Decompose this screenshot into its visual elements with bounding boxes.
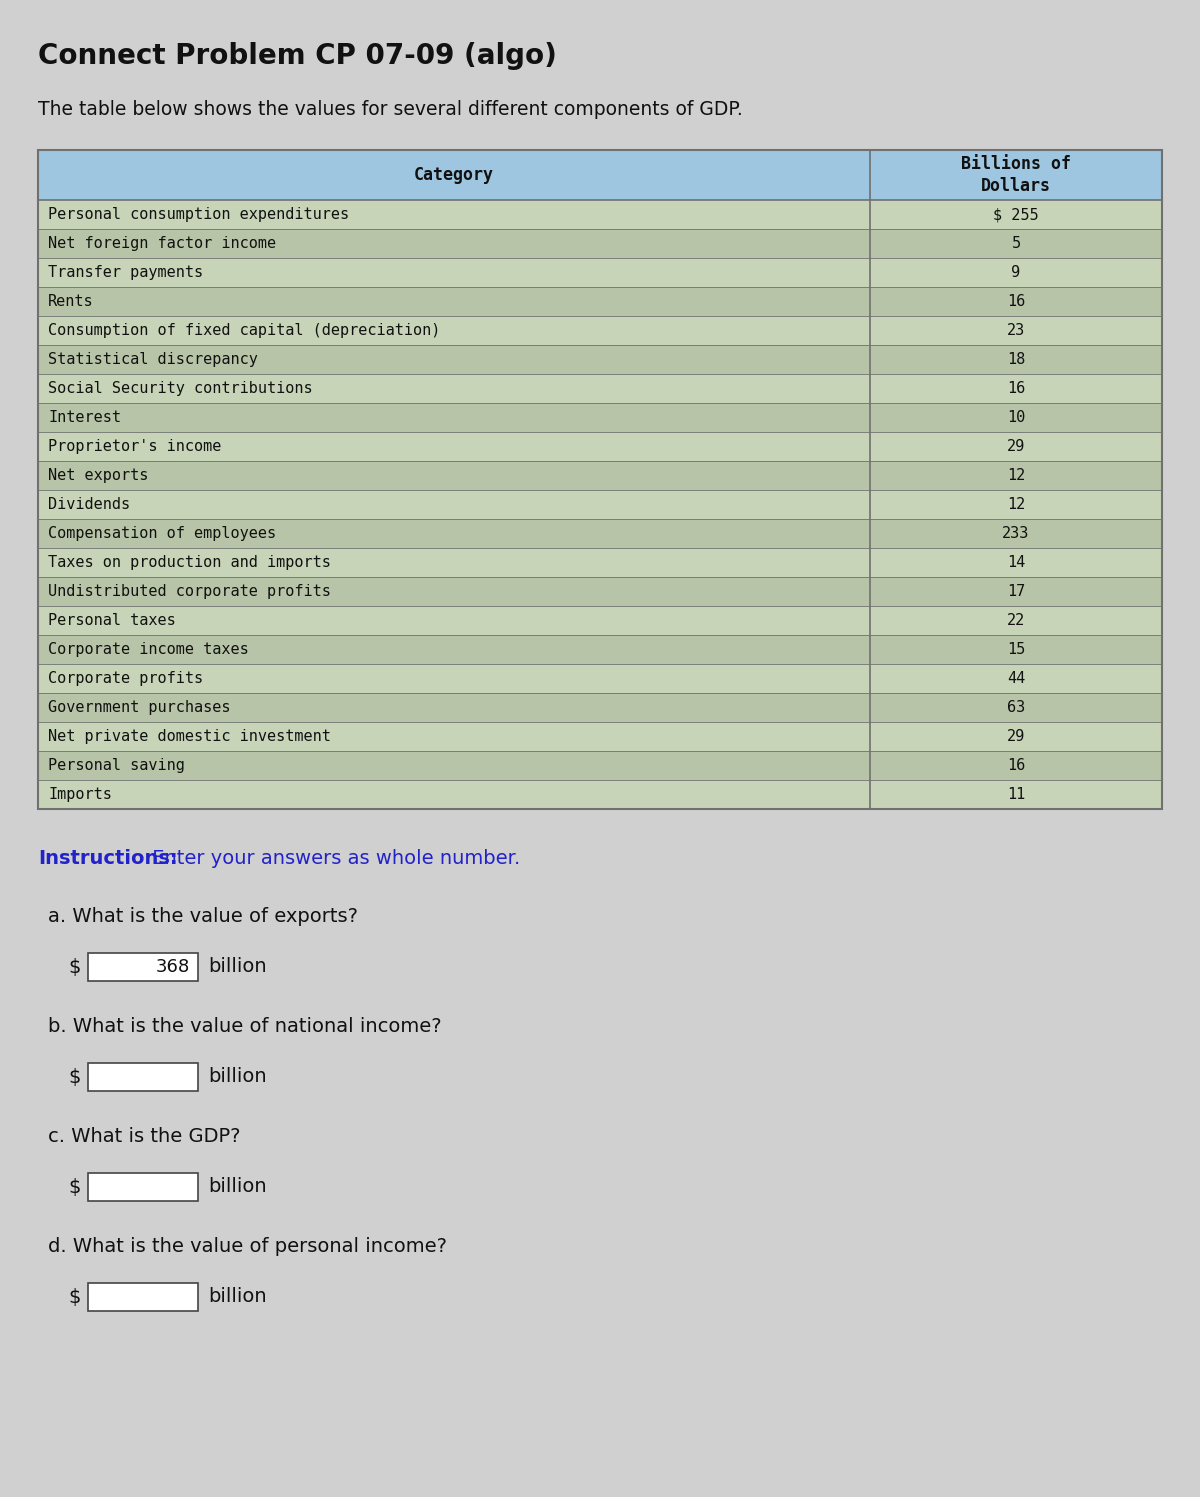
Text: Interest: Interest: [48, 410, 121, 425]
Text: Net exports: Net exports: [48, 469, 149, 484]
Text: 12: 12: [1007, 469, 1025, 484]
Text: 44: 44: [1007, 671, 1025, 686]
Text: billion: billion: [208, 1067, 266, 1087]
Text: Net foreign factor income: Net foreign factor income: [48, 237, 276, 251]
Text: Connect Problem CP 07-09 (algo): Connect Problem CP 07-09 (algo): [38, 42, 557, 70]
Text: Corporate profits: Corporate profits: [48, 671, 203, 686]
Bar: [38, 150, 1162, 808]
Text: 11: 11: [1007, 787, 1025, 802]
Text: a. What is the value of exports?: a. What is the value of exports?: [48, 907, 358, 927]
Text: Personal taxes: Personal taxes: [48, 612, 175, 629]
Text: 5: 5: [1012, 237, 1020, 251]
Text: Category: Category: [414, 166, 494, 184]
Text: 23: 23: [1007, 323, 1025, 338]
Text: Imports: Imports: [48, 787, 112, 802]
Text: Statistical discrepancy: Statistical discrepancy: [48, 352, 258, 367]
Bar: [38, 693, 1162, 722]
Text: The table below shows the values for several different components of GDP.: The table below shows the values for sev…: [38, 100, 743, 118]
Text: $: $: [68, 1178, 80, 1196]
Text: $ 255: $ 255: [994, 207, 1039, 222]
Text: 17: 17: [1007, 584, 1025, 599]
Bar: [38, 433, 1162, 461]
Text: Billions of
Dollars: Billions of Dollars: [961, 154, 1072, 195]
Text: $: $: [68, 1067, 80, 1087]
Text: Proprietor's income: Proprietor's income: [48, 439, 221, 454]
Text: b. What is the value of national income?: b. What is the value of national income?: [48, 1016, 442, 1036]
Bar: [38, 403, 1162, 433]
Text: Instructions:: Instructions:: [38, 849, 178, 868]
Text: 16: 16: [1007, 293, 1025, 308]
Text: Compensation of employees: Compensation of employees: [48, 525, 276, 540]
Text: $: $: [68, 1287, 80, 1307]
Bar: [38, 201, 1162, 229]
Text: Taxes on production and imports: Taxes on production and imports: [48, 555, 331, 570]
Bar: [88, 1174, 198, 1201]
Text: Undistributed corporate profits: Undistributed corporate profits: [48, 584, 331, 599]
Text: 22: 22: [1007, 612, 1025, 629]
Bar: [38, 780, 1162, 808]
Bar: [38, 316, 1162, 344]
Text: Net private domestic investment: Net private domestic investment: [48, 729, 331, 744]
Text: Dividends: Dividends: [48, 497, 130, 512]
Bar: [38, 229, 1162, 257]
Bar: [38, 490, 1162, 519]
Text: 29: 29: [1007, 729, 1025, 744]
Bar: [38, 519, 1162, 548]
Bar: [38, 344, 1162, 374]
Bar: [88, 1283, 198, 1311]
Bar: [38, 635, 1162, 665]
Text: 15: 15: [1007, 642, 1025, 657]
Text: 12: 12: [1007, 497, 1025, 512]
Text: billion: billion: [208, 958, 266, 976]
Text: 9: 9: [1012, 265, 1020, 280]
Text: 16: 16: [1007, 757, 1025, 772]
Text: Consumption of fixed capital (depreciation): Consumption of fixed capital (depreciati…: [48, 323, 440, 338]
Bar: [38, 257, 1162, 287]
Text: c. What is the GDP?: c. What is the GDP?: [48, 1127, 240, 1147]
Text: Transfer payments: Transfer payments: [48, 265, 203, 280]
Bar: [38, 150, 1162, 201]
Text: 16: 16: [1007, 382, 1025, 397]
Text: 18: 18: [1007, 352, 1025, 367]
Text: 10: 10: [1007, 410, 1025, 425]
Text: Rents: Rents: [48, 293, 94, 308]
Bar: [38, 548, 1162, 576]
Text: Social Security contributions: Social Security contributions: [48, 382, 313, 397]
Bar: [38, 374, 1162, 403]
Text: Corporate income taxes: Corporate income taxes: [48, 642, 248, 657]
Text: Government purchases: Government purchases: [48, 701, 230, 716]
Bar: [38, 461, 1162, 490]
Bar: [88, 954, 198, 981]
Text: d. What is the value of personal income?: d. What is the value of personal income?: [48, 1237, 446, 1256]
Text: 14: 14: [1007, 555, 1025, 570]
Bar: [38, 576, 1162, 606]
Text: billion: billion: [208, 1178, 266, 1196]
Text: Enter your answers as whole number.: Enter your answers as whole number.: [146, 849, 521, 868]
Bar: [38, 287, 1162, 316]
Text: Personal consumption expenditures: Personal consumption expenditures: [48, 207, 349, 222]
Text: Personal saving: Personal saving: [48, 757, 185, 772]
Text: billion: billion: [208, 1287, 266, 1307]
Bar: [38, 751, 1162, 780]
Text: 63: 63: [1007, 701, 1025, 716]
Bar: [38, 606, 1162, 635]
Text: 233: 233: [1002, 525, 1030, 540]
Text: 368: 368: [156, 958, 190, 976]
Bar: [88, 1063, 198, 1091]
Bar: [38, 722, 1162, 751]
Text: $: $: [68, 958, 80, 976]
Bar: [38, 665, 1162, 693]
Text: 29: 29: [1007, 439, 1025, 454]
